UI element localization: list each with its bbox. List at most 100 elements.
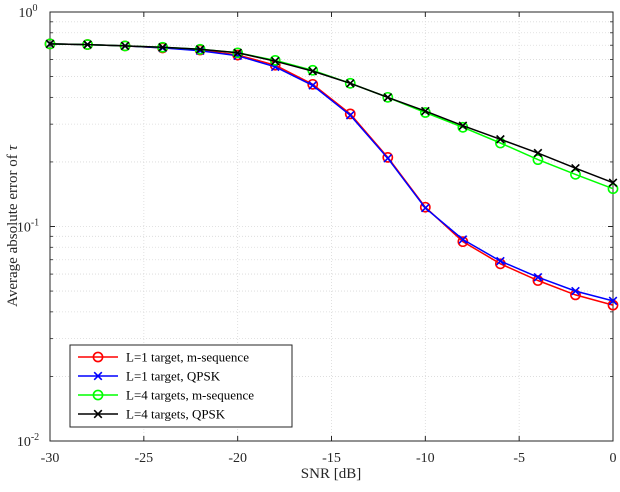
x-marker-stroke [533, 272, 543, 282]
y-tick-label: 100 [19, 3, 38, 21]
x-marker-stroke [270, 56, 280, 66]
x-tick-label: -30 [41, 451, 60, 466]
legend: L=1 target, m-sequence L=1 target, QPSK L=… [69, 344, 293, 428]
data-point [420, 203, 430, 213]
data-point [532, 154, 544, 166]
data-point [233, 48, 243, 58]
legend-marker [93, 371, 103, 381]
data-point [532, 275, 544, 286]
y-tick-label: 10-1 [17, 218, 39, 236]
legend-label: L=1 target, QPSK [126, 369, 221, 384]
data-point [308, 80, 318, 90]
y-tick-base: 10 [19, 6, 33, 21]
x-marker-stroke [383, 92, 393, 102]
data-point [45, 39, 55, 49]
x-tick-label: -20 [228, 451, 247, 466]
data-point [571, 286, 580, 296]
y-tick-exponent: -1 [31, 218, 39, 229]
legend-label: L=4 targets, QPSK [126, 407, 226, 422]
data-point [533, 272, 543, 282]
y-tick-base: 10 [17, 221, 31, 236]
x-marker-stroke [533, 148, 543, 158]
data-point [195, 44, 205, 54]
series-layer [44, 38, 619, 311]
legend-entry: L=4 targets, m-sequence [78, 388, 254, 403]
legend-marker [92, 389, 104, 401]
data-point [608, 178, 618, 188]
data-point [382, 91, 394, 103]
data-point [344, 77, 356, 89]
x-axis: -30 -25 -20 -15 -10 -5 0 [41, 12, 617, 466]
legend-entry: L=1 target, m-sequence [78, 350, 249, 365]
data-point [607, 183, 619, 195]
series-4 [45, 39, 618, 188]
y-tick-exponent: 0 [33, 3, 38, 14]
data-point [420, 106, 430, 116]
data-point [345, 78, 355, 88]
legend-label: L=4 targets, m-sequence [126, 388, 254, 403]
x-marker-stroke [93, 371, 103, 381]
data-point [344, 108, 356, 120]
data-point [496, 256, 505, 266]
data-point [383, 153, 393, 163]
legend-label: L=1 target, m-sequence [126, 350, 249, 365]
data-point [458, 121, 468, 131]
y-tick-base: 10 [17, 435, 31, 450]
x-marker-stroke [608, 178, 618, 188]
x-marker-stroke [93, 409, 103, 419]
y-tick-exponent: -2 [31, 432, 39, 443]
x-marker-stroke [571, 286, 580, 296]
x-tick-label: 0 [610, 451, 617, 466]
x-marker-stroke [308, 80, 318, 90]
data-point [345, 110, 355, 120]
data-point [83, 40, 92, 49]
x-marker-stroke [345, 78, 355, 88]
y-axis-label-text: Average absolute error of [5, 154, 21, 307]
x-marker-stroke [458, 235, 468, 244]
legend-marker [93, 409, 103, 419]
data-point [120, 41, 130, 51]
x-marker-stroke [383, 153, 393, 163]
x-tick-label: -25 [134, 451, 153, 466]
data-point [571, 163, 580, 173]
x-marker-stroke [120, 41, 130, 51]
x-marker-stroke [45, 39, 55, 49]
data-point [419, 201, 431, 213]
x-tick-label: -5 [513, 451, 525, 466]
x-marker-stroke [158, 42, 167, 52]
x-marker-stroke [420, 106, 430, 116]
data-point [496, 134, 505, 144]
x-marker-stroke [345, 110, 355, 120]
y-axis-label-symbol: τ [5, 145, 21, 151]
x-marker-stroke [496, 134, 505, 144]
x-tick-label: -10 [416, 451, 435, 466]
data-point [270, 56, 280, 66]
data-point [608, 296, 618, 306]
x-marker-stroke [308, 66, 318, 76]
x-axis-label: SNR [dB] [301, 466, 361, 482]
x-marker-stroke [571, 163, 580, 173]
data-point [308, 66, 318, 76]
data-point [570, 168, 581, 180]
legend-marker [92, 351, 104, 363]
x-marker-stroke [233, 48, 243, 58]
data-point [307, 78, 319, 90]
data-point [382, 151, 394, 163]
data-point [458, 235, 468, 244]
x-marker-stroke [195, 44, 205, 54]
data-point [533, 148, 543, 158]
x-marker-stroke [496, 256, 505, 266]
x-tick-label: -15 [322, 451, 341, 466]
legend-entry: L=4 targets, QPSK [78, 407, 226, 422]
x-marker-stroke [420, 203, 430, 213]
legend-entry: L=1 target, QPSK [78, 369, 221, 384]
data-point [383, 92, 393, 102]
y-axis-label: Average absolute error of τ [5, 145, 21, 307]
series-line [49, 43, 614, 184]
data-point [158, 42, 167, 52]
y-tick-label: 10-2 [17, 432, 39, 450]
x-marker-stroke [83, 40, 92, 49]
x-marker-stroke [458, 121, 468, 131]
